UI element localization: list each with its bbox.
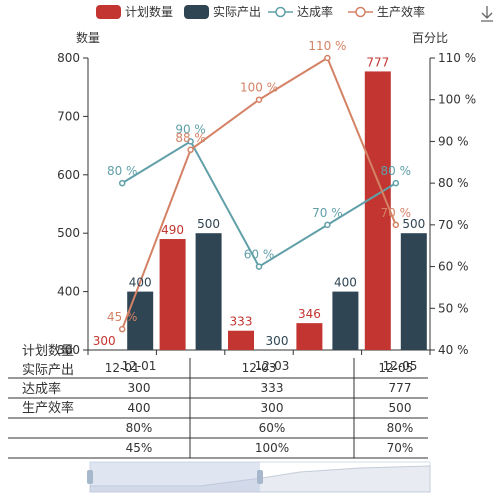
legend-label-0: 计划数量	[125, 4, 173, 19]
table-col-header-1: 12-03	[255, 359, 290, 373]
line-label-0-0: 80 %	[107, 164, 138, 178]
y-left-tick-label-5: 800	[57, 51, 80, 65]
y-axis-right-title: 百分比	[412, 31, 448, 45]
y-right-tick-label-0: 40 %	[438, 343, 469, 357]
table-row-header-0: 计划数量	[22, 344, 74, 359]
table-row-header-2: 达成率	[22, 381, 61, 397]
line-label-1-2: 100 %	[240, 81, 278, 95]
bar-1-3	[332, 291, 359, 350]
bar-label-1-1: 500	[197, 217, 220, 231]
bar-label-1-2: 300	[266, 334, 289, 348]
legend-label-3: 生产效率	[377, 4, 425, 19]
line-point-0-4	[392, 179, 400, 187]
x-tick-label-4: 12-05	[378, 361, 413, 375]
line-label-0-1: 90 %	[175, 122, 206, 136]
lines	[118, 54, 400, 333]
y-right-tick-label-7: 110 %	[438, 51, 476, 65]
table-cell-0-0: 300	[128, 381, 151, 395]
y-right-tick-label-2: 60 %	[438, 260, 469, 274]
bar-0-4	[364, 71, 391, 350]
x-tick-label-2: 12-03	[242, 361, 277, 375]
data-table: 12-01 12-03 12-05 300 333 777 400 300 500 80% 60% 8…	[8, 344, 428, 459]
download-icon-path	[481, 6, 493, 22]
legend-label-1: 实际产出	[213, 4, 261, 19]
table-cell-0-2: 777	[389, 381, 412, 395]
line-label-1-0: 45 %	[107, 310, 138, 324]
line-point-1-3	[324, 54, 331, 62]
x-tick-label-0: 12-01	[105, 361, 140, 375]
line-label-1-3: 110 %	[308, 39, 346, 53]
table-cell-1-1: 300	[261, 401, 284, 415]
line-label-1-4: 70 %	[381, 206, 412, 220]
line-label-0-2: 60 %	[244, 248, 275, 262]
bar-label-0-1: 490	[161, 223, 184, 237]
line-point-0-3	[324, 221, 331, 229]
table-row-header-1: 实际产出	[22, 363, 74, 378]
bar-label-1-3: 400	[334, 276, 357, 290]
y-right-tick-label-1: 50 %	[438, 301, 469, 315]
table-col-header-0: 12-01	[122, 359, 157, 373]
bars	[127, 71, 427, 350]
table-cell-3-1: 100%	[255, 441, 289, 455]
bar-label-1-4: 500	[402, 217, 425, 231]
zoom-handle-1	[257, 470, 263, 484]
table-cell-0-1: 333	[261, 381, 284, 395]
table-cell-2-0: 80%	[126, 421, 153, 435]
y-right-tick-label-3: 70 %	[438, 218, 469, 232]
y-left-tick-label-1: 400	[57, 285, 80, 299]
y-left-tick-label-3: 600	[57, 168, 80, 182]
table-cell-2-1: 60%	[259, 421, 286, 435]
legend[interactable]: 计划数量 实际产出 达成率 生产效率	[96, 4, 425, 19]
y-left-tick-label-0: 300	[57, 343, 80, 357]
line-label-0-3: 70 %	[312, 206, 343, 220]
line-point-1-4	[392, 221, 400, 229]
line-point-0-0	[118, 179, 126, 187]
zoom-handle-0	[87, 470, 93, 484]
data-zoom-slider[interactable]	[87, 461, 431, 493]
bar-label-0-0: 300	[93, 334, 116, 348]
labels: 300 490 333 346 777 400 500 300 400 500 80 % 90 % 60…	[93, 39, 426, 348]
line-point-0-2	[255, 263, 263, 270]
line-point-1-1	[187, 146, 194, 154]
line-label-1-1: 88 %	[175, 131, 206, 145]
legend-swatch-0	[96, 5, 121, 19]
table-cell-1-2: 500	[389, 401, 412, 415]
y-left-tick-label-4: 700	[57, 109, 80, 123]
bar-label-0-3: 346	[298, 307, 321, 321]
bar-label-1-0: 400	[129, 276, 152, 290]
y-right-tick-label-4: 80 %	[438, 176, 469, 190]
legend-swatch-1	[184, 5, 209, 19]
bar-label-0-4: 777	[366, 55, 389, 69]
bar-label-0-2: 333	[230, 315, 253, 329]
y-left-tick-label-2: 500	[57, 226, 80, 240]
line-point-1-0	[118, 325, 126, 333]
bar-0-1	[159, 239, 186, 350]
bar-0-3	[296, 323, 323, 350]
download-icon	[481, 6, 493, 22]
table-cell-1-0: 400	[128, 401, 151, 415]
table-row-header-3: 生产效率	[22, 400, 74, 416]
y-right-tick-label-6: 100 %	[438, 93, 476, 107]
bar-1-1	[195, 233, 222, 350]
table-cell-2-2: 80%	[387, 421, 414, 435]
line-label-0-4: 80 %	[381, 164, 412, 178]
axes: 数量 百分比 300 400 500 600 700 800 40 % 50 % 60 % 70 % 8…	[57, 30, 476, 375]
legend-swatch-dot-3	[355, 6, 366, 18]
toolbox[interactable]	[481, 6, 493, 22]
legend-label-2: 达成率	[297, 4, 333, 19]
bar-0-2	[228, 330, 254, 350]
legend-swatch-dot-2	[275, 6, 286, 18]
table-cell-3-0: 45%	[126, 441, 153, 455]
bar-1-4	[400, 233, 427, 350]
bar-1-0	[127, 291, 154, 350]
line-point-1-2	[255, 96, 263, 103]
table-col-header-2: 12-05	[383, 359, 418, 373]
table-cell-3-2: 70%	[387, 441, 414, 455]
zoom-window	[90, 462, 260, 492]
y-right-tick-label-5: 90 %	[438, 134, 469, 148]
y-axis-left-title: 数量	[76, 30, 100, 45]
line-point-0-1	[187, 138, 194, 145]
